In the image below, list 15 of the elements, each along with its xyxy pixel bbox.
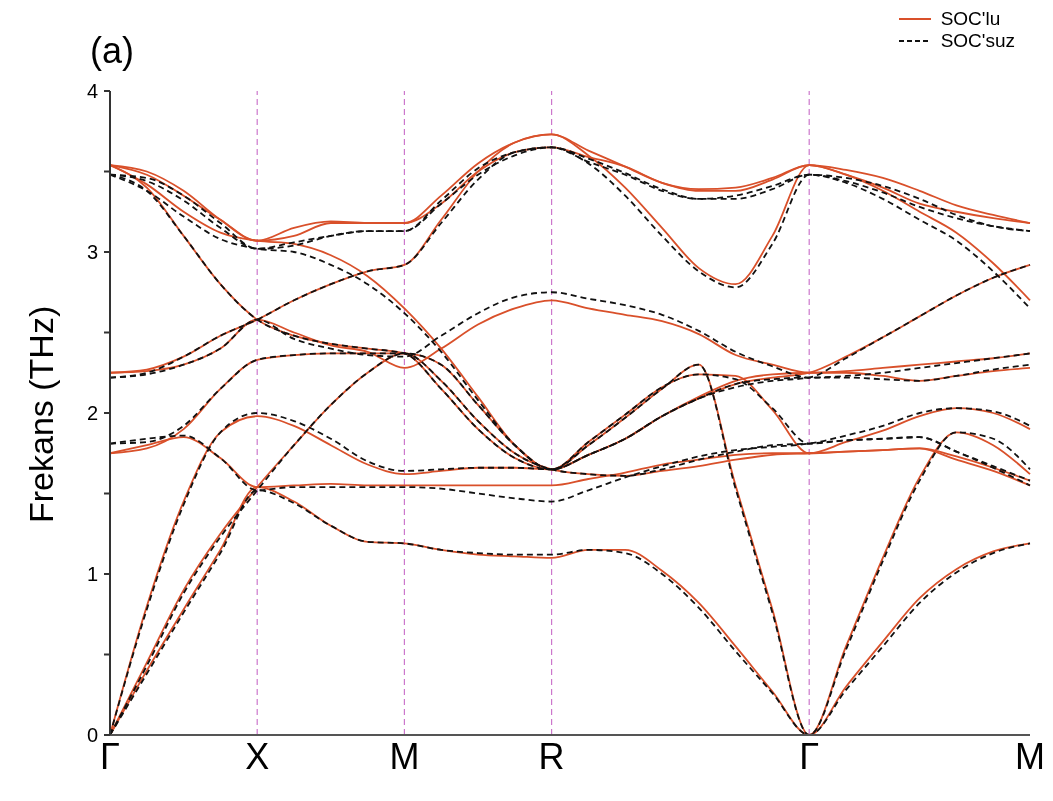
x-tick-label: Γ xyxy=(799,735,820,777)
y-tick-label: 0 xyxy=(86,724,98,746)
y-axis-title: Frekans (THz) xyxy=(22,305,61,523)
x-tick-label: Γ xyxy=(100,735,120,777)
y-tick-label: 1 xyxy=(86,563,98,585)
x-tick-label: M xyxy=(389,735,420,777)
chart-title: (a) xyxy=(90,30,134,72)
x-tick-label: X xyxy=(245,735,270,777)
x-tick-label: R xyxy=(538,735,565,777)
y-tick-label: 2 xyxy=(86,402,98,424)
legend-label: SOC'suz xyxy=(940,30,1015,52)
x-tick-label: M xyxy=(1015,735,1045,777)
y-tick-label: 3 xyxy=(86,241,98,263)
legend-label: SOC'lu xyxy=(940,8,1001,30)
y-tick-label: 4 xyxy=(86,80,98,102)
